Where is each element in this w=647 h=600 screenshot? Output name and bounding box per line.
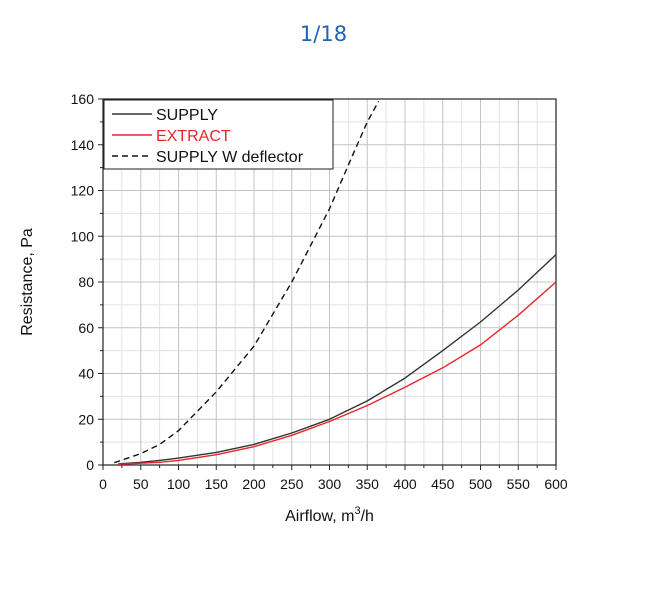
y-tick-label: 60	[78, 320, 94, 336]
y-tick-label: 0	[86, 457, 94, 473]
legend-label: SUPPLY W deflector	[156, 149, 304, 166]
x-tick-label: 400	[393, 476, 417, 492]
x-tick-label: 550	[507, 476, 531, 492]
y-axis-label: Resistance, Pa	[19, 228, 36, 336]
x-tick-label: 250	[280, 476, 304, 492]
x-tick-label: 50	[133, 476, 149, 492]
x-tick-label: 600	[544, 476, 568, 492]
x-tick-label: 500	[469, 476, 493, 492]
x-tick-label: 350	[356, 476, 380, 492]
y-tick-labels: 0 20 40 60 80 100 120 140 160	[71, 91, 95, 473]
y-tick-label: 160	[71, 91, 95, 107]
axis-ticks	[98, 98, 557, 470]
y-tick-label: 80	[78, 274, 94, 290]
y-tick-label: 120	[71, 183, 95, 199]
page-indicator: 1/18	[299, 22, 348, 46]
x-tick-labels: 0 50 100 150 200 250 300 350 400 450 500 550 600	[99, 476, 568, 492]
x-tick-label: 0	[99, 476, 107, 492]
legend-label: SUPPLY	[156, 107, 218, 124]
x-tick-label: 450	[431, 476, 455, 492]
x-tick-label: 100	[167, 476, 191, 492]
series-line-2	[118, 281, 557, 465]
y-tick-label: 100	[71, 228, 95, 244]
legend-label: EXTRACT	[156, 128, 231, 145]
series-lines	[114, 100, 557, 465]
y-tick-label: 20	[78, 411, 94, 427]
x-axis-label: Airflow, m3/h	[285, 505, 374, 525]
series-line-3	[114, 100, 380, 464]
x-tick-label: 150	[205, 476, 229, 492]
x-tick-label: 200	[242, 476, 266, 492]
y-tick-label: 140	[71, 137, 95, 153]
series-line-1	[118, 254, 557, 465]
legend: SUPPLY EXTRACT SUPPLY W deflector	[103, 99, 334, 170]
y-tick-label: 40	[78, 366, 94, 382]
x-tick-label: 300	[318, 476, 342, 492]
